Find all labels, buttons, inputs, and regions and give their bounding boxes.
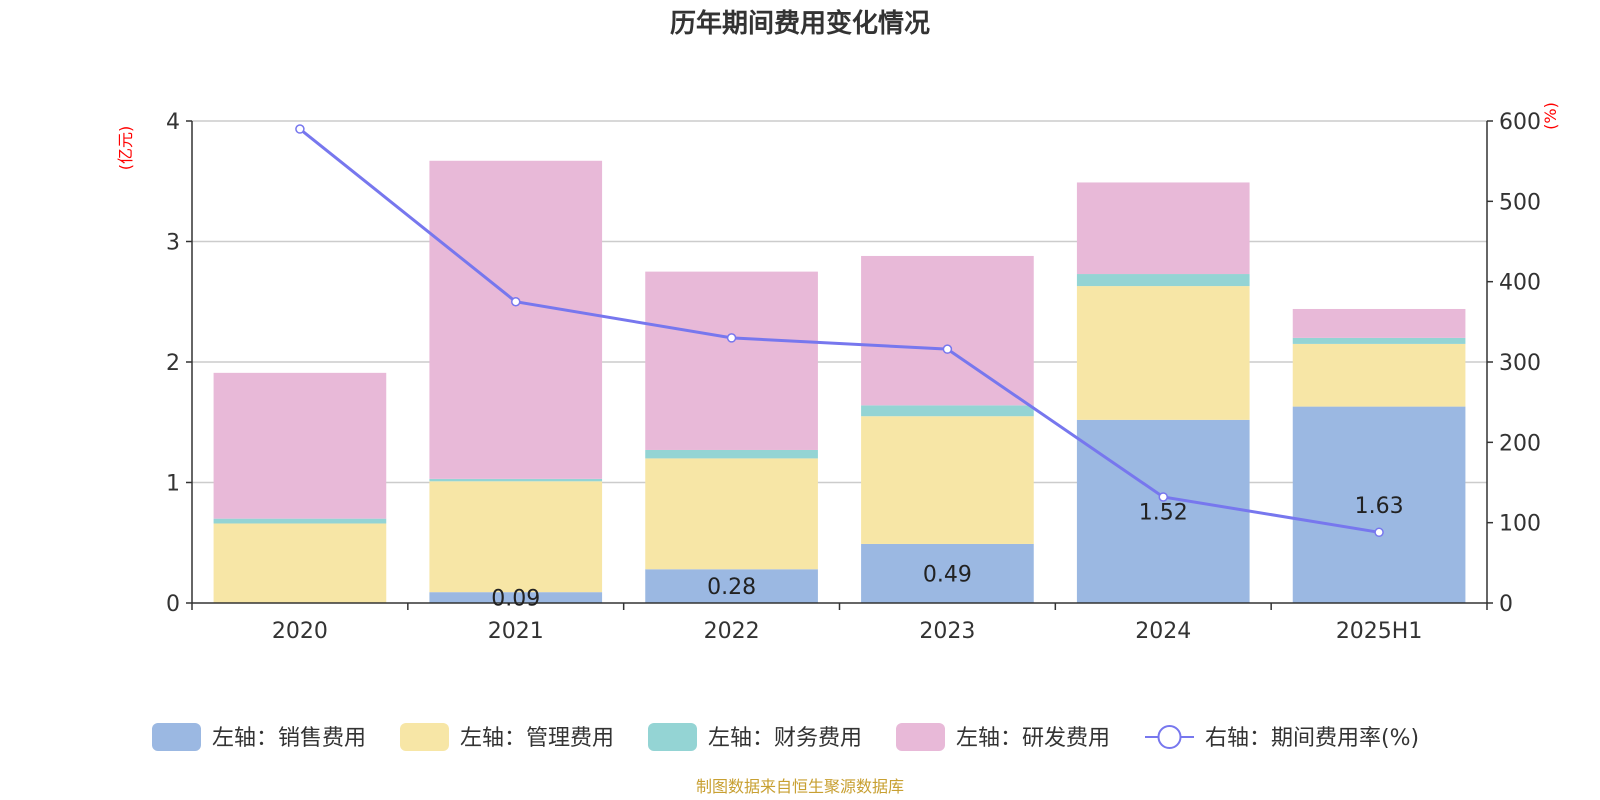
data-label-layer: 0.09 0.28 0.49 1.52 1.63 xyxy=(491,494,1403,612)
rate-point xyxy=(1374,527,1384,538)
legend-swatch xyxy=(896,723,945,751)
legend-label: 右轴：期间费用率(%) xyxy=(1205,726,1419,751)
legend-swatch xyxy=(152,723,201,751)
x-axis-tick-label: 2025H1 xyxy=(1336,619,1423,644)
bar-segment xyxy=(1076,182,1250,275)
left-axis-tick-label: 0 xyxy=(166,592,180,617)
rate-point xyxy=(511,297,521,307)
left-axis-unit: (亿元) xyxy=(116,126,135,171)
left-axis-tick-label: 1 xyxy=(166,472,180,497)
legend-swatch xyxy=(400,723,449,751)
x-axis-tick-label: 2023 xyxy=(919,619,975,644)
bar-segment xyxy=(1076,274,1250,287)
x-axis-tick-label: 2022 xyxy=(704,619,760,644)
left-axis-tick-label: 2 xyxy=(166,351,180,376)
bar-segment xyxy=(213,518,387,524)
grid-lines xyxy=(192,120,1487,484)
bar-segment xyxy=(645,271,818,450)
bar-segment xyxy=(1076,419,1250,603)
right-axis-tick-label: 400 xyxy=(1499,271,1541,296)
data-label: 0.49 xyxy=(923,562,972,587)
data-label: 1.63 xyxy=(1355,494,1404,519)
right-axis-tick-label: 600 xyxy=(1499,110,1541,135)
right-axis-unit: (%) xyxy=(1541,102,1560,130)
bar-segment xyxy=(645,449,818,459)
line-layer xyxy=(295,124,1384,538)
right-axis-tick-label: 300 xyxy=(1499,351,1541,376)
right-axis-tick-label: 0 xyxy=(1499,592,1513,617)
right-axis-tick-label: 500 xyxy=(1499,190,1541,215)
bar-segment xyxy=(861,543,1034,603)
bar-segment xyxy=(429,592,603,603)
bar-segment xyxy=(1076,286,1250,420)
legend-swatch xyxy=(648,723,697,751)
chart-title: 历年期间费用变化情况 xyxy=(670,8,930,39)
bar-segment xyxy=(645,569,818,603)
legend-label: 左轴：销售费用 xyxy=(212,726,366,751)
rate-point xyxy=(295,124,305,134)
bar-segment xyxy=(1292,337,1466,344)
rate-point xyxy=(942,344,953,354)
right-axis-tick-label: 100 xyxy=(1499,512,1541,537)
data-label: 1.52 xyxy=(1139,500,1188,525)
legend-label: 左轴：管理费用 xyxy=(460,726,614,751)
rate-point xyxy=(726,333,737,343)
x-axis-tick-label: 2024 xyxy=(1135,619,1191,644)
right-axis-tick-label: 200 xyxy=(1499,431,1541,456)
legend-label: 左轴：研发费用 xyxy=(956,726,1110,751)
left-axis-tick-label: 3 xyxy=(166,231,180,256)
bar-layer xyxy=(213,160,1466,603)
rate-point xyxy=(1158,492,1168,502)
data-label: 0.28 xyxy=(707,575,756,600)
bar-segment xyxy=(1292,343,1466,407)
left-axis-tick-label: 4 xyxy=(166,110,180,135)
bar-segment xyxy=(1292,406,1466,603)
bar-segment xyxy=(213,523,387,603)
bar-segment xyxy=(213,372,387,519)
legend-marker xyxy=(1157,725,1182,749)
x-axis-tick-label: 2021 xyxy=(488,619,544,644)
bar-segment xyxy=(861,416,1034,544)
bar-segment xyxy=(429,160,603,479)
axes: 0 1 2 3 4 0 100 200 300 400 500 600 2020 2021 2022 2023… xyxy=(166,110,1541,644)
bar-segment xyxy=(861,255,1034,406)
bar-segment xyxy=(861,405,1034,417)
bar-segment xyxy=(645,458,818,570)
rate-line xyxy=(298,127,1380,534)
bar-segment xyxy=(429,481,603,593)
bar-segment xyxy=(1292,308,1466,338)
legend: 左轴：销售费用 左轴：管理费用 左轴：财务费用 左轴：研发费用 右轴：期间费用率(%) xyxy=(152,723,1419,751)
source-note: 制图数据来自恒生聚源数据库 xyxy=(696,777,904,796)
data-label: 0.09 xyxy=(491,587,540,612)
legend-label: 左轴：财务费用 xyxy=(708,726,862,751)
x-axis-tick-label: 2020 xyxy=(272,619,328,644)
bar-segment xyxy=(429,478,603,482)
